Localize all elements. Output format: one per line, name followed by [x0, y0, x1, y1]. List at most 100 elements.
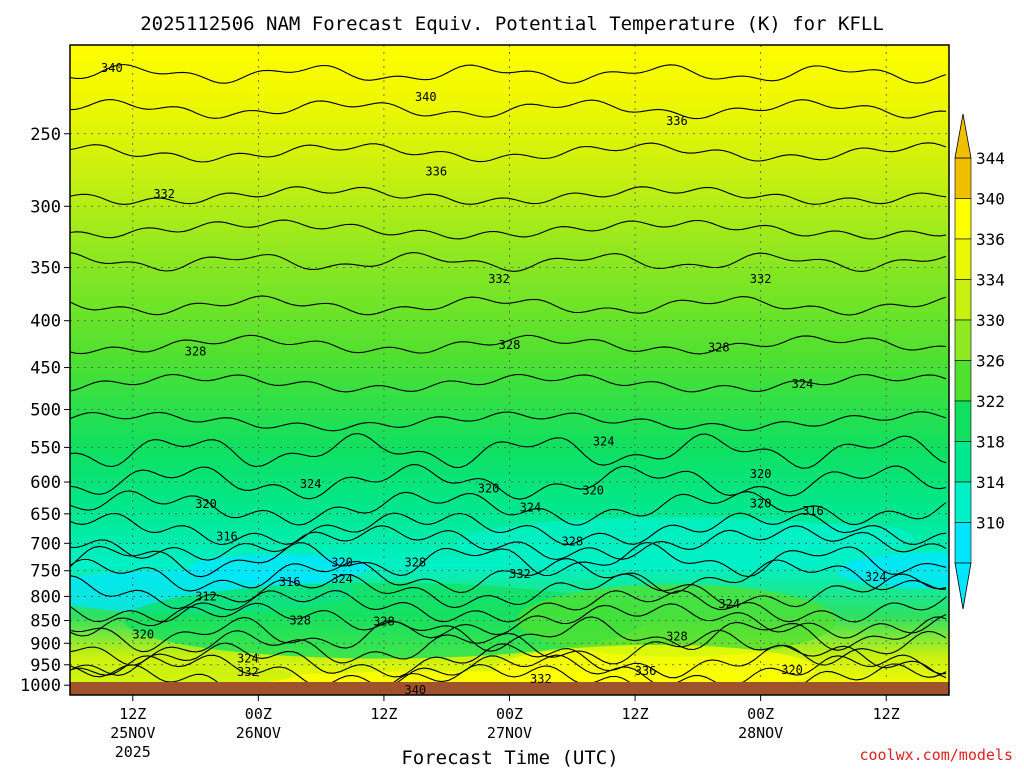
contour-label-text: 328 [499, 338, 521, 352]
colorbar-swatch [954, 481, 972, 523]
contour-label-text: 320 [132, 627, 154, 641]
contour-label-text: 320 [331, 556, 353, 570]
contour-label: 320 [132, 627, 154, 641]
contour-label-text: 332 [237, 665, 259, 679]
y-tick-label: 800 [30, 587, 61, 607]
colorbar-label: 322 [976, 392, 1005, 411]
contour-label-text: 340 [404, 683, 426, 697]
colorbar-label: 314 [976, 473, 1005, 492]
contour-label: 320 [331, 556, 353, 570]
contour-label: 328 [666, 630, 688, 644]
contour-label: 328 [404, 556, 426, 570]
x-tick-label: 28NOV [738, 724, 783, 742]
contour-label-text: 324 [300, 477, 322, 491]
contour-label: 328 [708, 341, 730, 355]
contour-label-text: 340 [415, 90, 437, 104]
y-tick-label: 550 [30, 438, 61, 458]
contour-label-text: 328 [708, 341, 730, 355]
contour-label-text: 316 [802, 504, 824, 518]
contour-line [70, 490, 947, 526]
colorbar-swatch [954, 441, 972, 483]
contour-line [70, 63, 947, 84]
y-tick-label: 500 [30, 400, 61, 420]
colorbar-label: 326 [976, 352, 1005, 371]
contour-label-text: 324 [331, 572, 353, 586]
contour-label-text: 324 [718, 597, 740, 611]
contour-label-text: 312 [195, 589, 217, 603]
contour-line [70, 142, 947, 163]
colorbar-swatch [954, 157, 972, 199]
x-tick-label: 27NOV [487, 724, 532, 742]
contour-label-text: 336 [425, 165, 447, 179]
contour-line [70, 464, 947, 500]
contour-label: 332 [750, 272, 772, 286]
contour-label: 328 [561, 535, 583, 549]
contour-label: 328 [373, 614, 395, 628]
contour-line [70, 558, 947, 594]
y-tick-label: 850 [30, 612, 61, 632]
colorbar-swatch [954, 279, 972, 321]
contour-label: 336 [666, 114, 688, 128]
chart-title: 2025112506 NAM Forecast Equiv. Potential… [140, 13, 884, 35]
contour-label-text: 332 [488, 272, 510, 286]
colorbar-label: 344 [976, 149, 1005, 168]
credit-text: coolwx.com/models [859, 746, 1013, 764]
contour-line [70, 99, 947, 120]
y-tick-label: 950 [30, 656, 61, 676]
contour-label-text: 320 [781, 663, 803, 677]
contour-label-text: 332 [750, 272, 772, 286]
y-tick-label: 1000 [20, 676, 61, 696]
contour-label-text: 332 [153, 187, 175, 201]
x-tick-label: 2025 [115, 743, 151, 761]
contour-label: 328 [185, 344, 207, 358]
colorbar-swatch [954, 319, 972, 361]
x-tick-label: 25NOV [110, 724, 155, 742]
y-tick-label: 700 [30, 534, 61, 554]
contour-line [70, 654, 946, 688]
contour-label-text: 324 [237, 651, 259, 665]
contour-line [70, 541, 947, 578]
contour-label-text: 328 [185, 344, 207, 358]
contour-label: 336 [425, 165, 447, 179]
contour-label: 324 [792, 377, 814, 391]
x-tick-label: 12Z [119, 705, 146, 723]
contour-line [70, 432, 947, 469]
contour-label-text: 316 [279, 575, 301, 589]
contour-label-text: 324 [520, 501, 542, 515]
contour-label-text: 328 [666, 630, 688, 644]
ground-strip [70, 682, 949, 695]
x-tick-label: 12Z [873, 705, 900, 723]
contour-label: 320 [750, 496, 772, 510]
contour-line [70, 186, 947, 205]
contour-label: 316 [802, 504, 824, 518]
y-tick-label: 300 [30, 197, 61, 217]
colorbar-swatch [954, 400, 972, 442]
field-blob [516, 584, 837, 657]
contour-label-text: 328 [561, 535, 583, 549]
contour-line [70, 251, 947, 272]
contour-label: 324 [593, 435, 615, 449]
contour-line [70, 411, 947, 432]
contour-label-text: 324 [792, 377, 814, 391]
contour-label-text: 328 [289, 614, 311, 628]
contour-label: 328 [499, 338, 521, 352]
contour-label: 324 [331, 572, 353, 586]
contour-label: 340 [415, 90, 437, 104]
contour-label-text: 340 [101, 61, 123, 75]
contour-label-text: 324 [593, 435, 615, 449]
contour-label: 328 [289, 614, 311, 628]
contour-line [70, 295, 947, 316]
y-tick-label: 600 [30, 473, 61, 493]
contour-label-text: 320 [750, 467, 772, 481]
contour-line [70, 219, 947, 240]
contour-label-text: 328 [373, 614, 395, 628]
contour-label: 332 [530, 672, 552, 686]
x-axis-label: Forecast Time (UTC) [401, 747, 618, 768]
contour-label: 332 [509, 567, 531, 581]
x-tick-label: 12Z [622, 705, 649, 723]
y-tick-label: 400 [30, 312, 61, 332]
contour-label: 332 [153, 187, 175, 201]
